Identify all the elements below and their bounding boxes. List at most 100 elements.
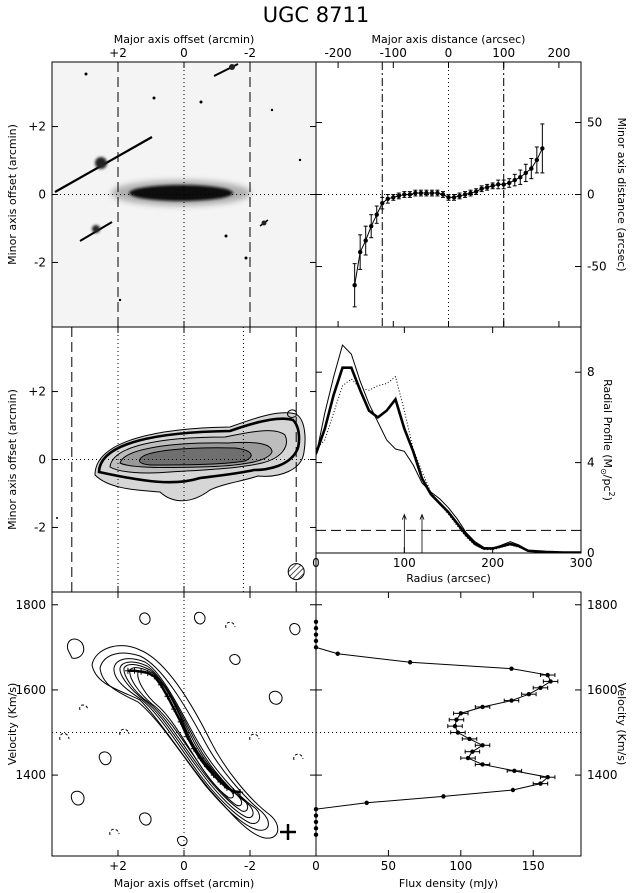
noise-contour bbox=[139, 812, 152, 826]
data-point bbox=[458, 711, 464, 716]
y-tick-label: -2 bbox=[34, 255, 46, 269]
data-point bbox=[407, 192, 413, 197]
x-tick-label: 100 bbox=[393, 556, 416, 570]
data-point bbox=[479, 186, 484, 191]
x-tick-label: -100 bbox=[380, 46, 407, 60]
negative-contour bbox=[119, 728, 130, 736]
data-point bbox=[468, 190, 473, 196]
data-point bbox=[385, 196, 390, 202]
x-axis-label: Flux density (mJy) bbox=[399, 877, 498, 890]
data-point bbox=[509, 698, 514, 703]
hi-map-panel: +2 0 -2 Minor axis offset (arcmin) bbox=[6, 326, 317, 593]
x-tick-label: 0 bbox=[312, 859, 320, 873]
pv-overlay: +2 0 -2 1800 1600 1400 Major axis offset (arcm… bbox=[6, 591, 317, 890]
data-point bbox=[369, 223, 374, 229]
y-tick-label: 1800 bbox=[587, 598, 618, 612]
x-tick-label: 0 bbox=[180, 859, 188, 873]
data-point bbox=[418, 190, 424, 196]
noise-contour bbox=[70, 790, 85, 806]
y-tick-label: 0 bbox=[38, 188, 46, 202]
data-point bbox=[526, 691, 532, 697]
data-point bbox=[490, 183, 495, 189]
x-tick-label: -2 bbox=[244, 46, 256, 60]
data-point bbox=[512, 177, 517, 183]
y-tick-label: +2 bbox=[28, 385, 46, 399]
negative-contour bbox=[59, 733, 70, 741]
radial-profile-panel: 0 100 200 300 8 4 0 Radius (arcsec) Radial Profi… bbox=[312, 326, 616, 585]
x-tick-label: 0 bbox=[180, 46, 188, 60]
data-point bbox=[548, 679, 553, 684]
y-axis-label: Velocity (Km/s) bbox=[615, 683, 628, 766]
data-point bbox=[451, 195, 457, 200]
data-point bbox=[538, 781, 543, 786]
data-point bbox=[429, 190, 435, 196]
star bbox=[95, 157, 107, 169]
x-axis-label: Major axis distance (arcsec) bbox=[372, 33, 526, 46]
x-tick-label: 50 bbox=[381, 859, 396, 873]
noise-contour bbox=[98, 751, 112, 766]
y-axis-label: Minor axis distance (arcsec) bbox=[615, 117, 628, 271]
data-point bbox=[407, 660, 413, 665]
star bbox=[199, 100, 203, 104]
data-point bbox=[540, 146, 545, 151]
x-tick-label: +2 bbox=[109, 46, 127, 60]
x-tick-label: 0 bbox=[312, 556, 320, 570]
noise-contour bbox=[139, 612, 151, 625]
y-axis-label: Minor axis offset (arcmin) bbox=[6, 124, 19, 265]
x-tick-label: -2 bbox=[244, 859, 256, 873]
noise-contour bbox=[289, 623, 301, 636]
y-tick-label: +2 bbox=[28, 120, 46, 134]
x-axis-label: Major axis offset (arcmin) bbox=[114, 877, 255, 890]
data-point bbox=[402, 192, 407, 197]
data-point bbox=[473, 189, 479, 194]
global-profile-plot: 0 50 100 150 1800 1600 1400 Flux density (mJy) V… bbox=[312, 591, 628, 890]
data-point bbox=[455, 730, 461, 735]
star bbox=[270, 108, 274, 112]
data-point bbox=[462, 192, 468, 197]
x-tick-label: +2 bbox=[109, 859, 127, 873]
data-point bbox=[510, 787, 516, 793]
data-point bbox=[509, 666, 514, 671]
noise-dot bbox=[56, 517, 58, 519]
y-axis-label-part: 2 bbox=[607, 492, 616, 497]
warp-panel: -200 -100 0 100 200 50 0 -50 Major axis distance… bbox=[315, 33, 628, 328]
y-tick-label: -2 bbox=[34, 520, 46, 534]
star bbox=[118, 298, 122, 302]
data-point bbox=[529, 166, 534, 171]
profile-line-thin bbox=[316, 344, 581, 553]
noise-contour bbox=[66, 638, 85, 659]
data-point bbox=[467, 736, 472, 742]
y-axis-label: Minor axis offset (arcmin) bbox=[6, 389, 19, 530]
star bbox=[84, 72, 88, 76]
noise-contour bbox=[193, 611, 206, 625]
data-point bbox=[446, 195, 451, 200]
data-point bbox=[480, 704, 485, 710]
x-axis-label: Major axis offset (arcmin) bbox=[114, 33, 255, 46]
y-axis-label-part: ⊙ bbox=[599, 468, 608, 475]
data-point bbox=[480, 762, 485, 767]
galaxy-disk bbox=[129, 185, 233, 201]
star bbox=[152, 96, 156, 100]
x-tick-label: 300 bbox=[570, 556, 593, 570]
pv-diagram-panel: +2 0 -2 1800 1600 1400 Major axis offset (arcm… bbox=[6, 591, 317, 890]
data-point bbox=[440, 192, 446, 197]
star bbox=[229, 64, 235, 70]
x-axis-label: Radius (arcsec) bbox=[406, 572, 491, 585]
data-point bbox=[454, 717, 459, 722]
data-point bbox=[501, 182, 506, 187]
data-point bbox=[484, 185, 490, 190]
star bbox=[224, 234, 228, 238]
y-tick-label: 8 bbox=[587, 365, 595, 379]
arrow-head bbox=[401, 513, 407, 520]
pv-contour bbox=[99, 652, 269, 831]
data-point bbox=[518, 175, 523, 180]
y-tick-label: -50 bbox=[587, 260, 607, 274]
data-point bbox=[391, 195, 396, 200]
noise-contour bbox=[268, 690, 283, 705]
y-tick-label: 1600 bbox=[587, 683, 618, 697]
y-tick-label: 1600 bbox=[15, 683, 46, 697]
y-tick-label: 4 bbox=[587, 456, 595, 470]
x-tick-label: 150 bbox=[522, 859, 545, 873]
y-axis-label-part: Radial Profile (M bbox=[601, 379, 614, 468]
